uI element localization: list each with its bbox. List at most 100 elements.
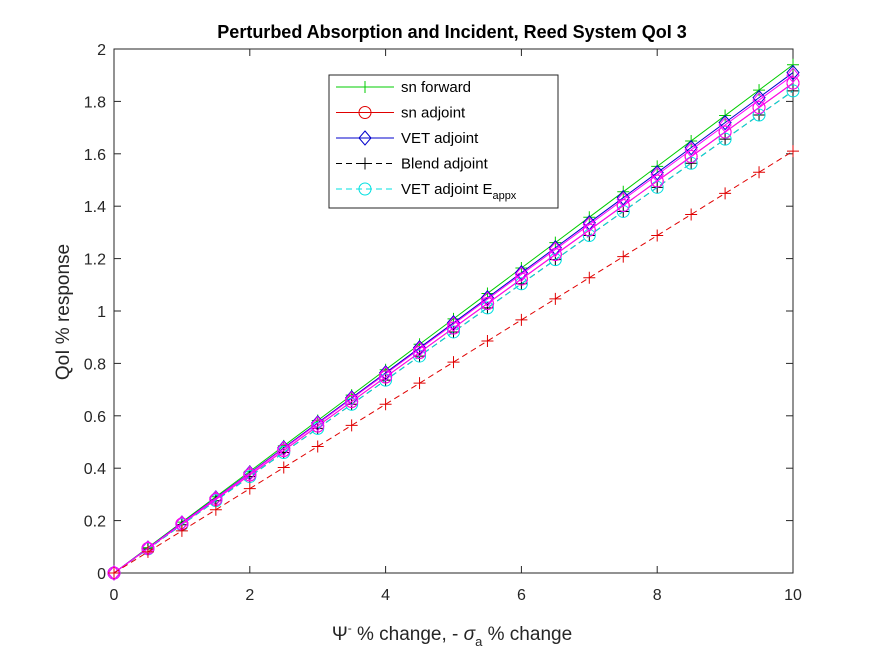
series-point xyxy=(684,139,698,156)
legend-label: VET adjoint xyxy=(401,130,479,147)
x-label-sigma-sub: a xyxy=(475,634,483,649)
series-point xyxy=(651,229,664,242)
series-point xyxy=(753,166,766,179)
x-axis-label: Ψ- % change, - σa % change xyxy=(332,621,572,649)
legend-label: sn forward xyxy=(401,79,471,96)
series-point xyxy=(480,291,495,307)
legend-marker xyxy=(358,182,372,196)
series-point xyxy=(752,108,766,122)
series-line xyxy=(113,82,794,574)
legend-marker xyxy=(358,106,372,119)
series-line xyxy=(113,150,794,574)
legend: sn forward sn adjoint VET adjoint Blend adj… xyxy=(328,74,559,209)
series-point xyxy=(379,370,393,384)
y-tick-label: 0.6 xyxy=(84,409,106,426)
series-point xyxy=(650,166,664,183)
x-tick-label: 6 xyxy=(517,587,526,604)
series-point xyxy=(786,67,800,83)
series-point xyxy=(549,292,562,305)
series-point xyxy=(175,524,188,537)
y-axis-label: QoI % response xyxy=(53,244,74,380)
series-point xyxy=(787,145,799,158)
series-point xyxy=(480,297,494,311)
series-point xyxy=(447,321,460,335)
y-tick-label: 1.8 xyxy=(84,94,106,111)
series-point xyxy=(345,395,359,409)
y-tick-label: 1.4 xyxy=(84,199,106,216)
series-point xyxy=(684,150,698,164)
series-point xyxy=(413,377,426,390)
series-line xyxy=(113,90,794,574)
series-point xyxy=(685,208,698,221)
series-point xyxy=(548,241,563,258)
y-tick-label: 1.6 xyxy=(84,147,106,164)
series-point xyxy=(786,84,800,98)
series-point xyxy=(209,503,222,516)
x-tick-label: 2 xyxy=(245,587,254,604)
legend-label: Blend adjoint xyxy=(401,156,489,173)
series-point xyxy=(786,76,800,90)
series-point xyxy=(243,468,257,482)
series-point xyxy=(752,89,766,106)
series-point xyxy=(277,461,290,474)
series-point xyxy=(447,356,460,369)
series-point xyxy=(413,349,427,363)
y-tick-label: 1 xyxy=(97,304,106,321)
series-point xyxy=(650,174,664,188)
y-tick-label: 0.8 xyxy=(84,356,106,373)
chart-title: Perturbed Absorption and Incident, Reed … xyxy=(217,22,686,42)
series-point xyxy=(786,64,800,81)
series-point xyxy=(617,185,630,198)
y-tick-label: 0.4 xyxy=(84,461,106,478)
y-tick-label: 2 xyxy=(97,42,106,59)
series-point xyxy=(412,341,427,357)
x-label-end: % change xyxy=(482,624,572,645)
series-line xyxy=(113,74,794,574)
series-point xyxy=(617,250,630,263)
series-point xyxy=(718,132,732,146)
series-point xyxy=(515,313,528,326)
series-point xyxy=(616,189,630,206)
series-point xyxy=(378,366,393,382)
series-point xyxy=(616,191,630,208)
x-tick-label: 8 xyxy=(653,587,662,604)
series-layer xyxy=(107,58,800,581)
y-tick-label: 0 xyxy=(97,566,106,583)
series-point xyxy=(685,157,698,170)
x-label-sigma: σ xyxy=(464,624,477,645)
legend-marker xyxy=(359,157,371,170)
series-point xyxy=(311,440,324,453)
legend-box xyxy=(328,74,559,209)
series-point xyxy=(719,133,732,146)
series-point xyxy=(719,187,732,200)
legend-label: VET adjoint Eappx xyxy=(401,181,517,202)
series-point xyxy=(548,253,562,267)
x-label-middle: % change, - xyxy=(352,624,464,645)
x-label-psi-sup: - xyxy=(348,621,352,635)
x-tick-label: 4 xyxy=(381,587,390,604)
series-point xyxy=(718,114,732,131)
series-point xyxy=(752,101,766,115)
x-tick-label: 0 xyxy=(110,587,119,604)
series-point xyxy=(108,567,120,579)
series-point xyxy=(514,266,529,283)
series-point xyxy=(650,164,664,181)
series-point xyxy=(311,419,325,433)
series-point xyxy=(583,271,596,284)
series-point xyxy=(514,272,528,286)
series-7 xyxy=(108,145,799,579)
legend-label: sn adjoint xyxy=(401,105,466,122)
x-tick-label: 10 xyxy=(784,587,802,604)
series-point xyxy=(277,444,291,458)
series-point xyxy=(481,334,494,347)
series-point xyxy=(243,482,256,495)
x-label-psi: Ψ xyxy=(332,624,348,645)
series-point xyxy=(413,346,427,360)
series-point xyxy=(446,316,461,332)
legend-marker xyxy=(359,81,371,93)
series-point xyxy=(582,216,596,233)
series-point xyxy=(718,125,732,139)
legend-marker xyxy=(358,130,372,146)
series-point xyxy=(379,398,392,411)
